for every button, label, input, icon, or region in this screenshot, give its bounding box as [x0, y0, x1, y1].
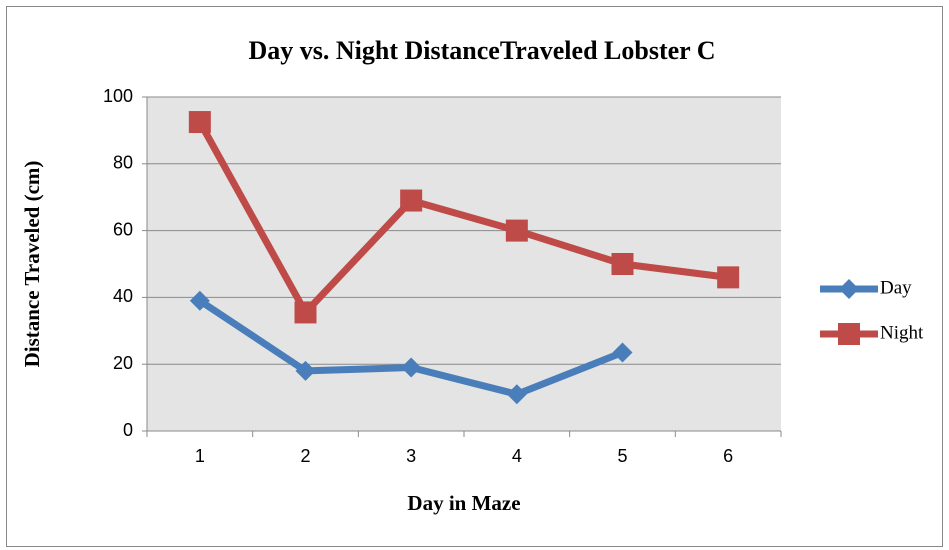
x-tick-label: 1	[195, 446, 205, 466]
x-tick-label: 5	[617, 446, 627, 466]
y-tick-label: 40	[113, 286, 133, 306]
x-tick-label: 4	[512, 446, 522, 466]
x-tick-label: 2	[300, 446, 310, 466]
x-tick-label: 6	[723, 446, 733, 466]
data-point	[401, 357, 422, 378]
data-point	[294, 301, 317, 324]
data-point	[611, 253, 634, 275]
data-point	[505, 219, 528, 242]
legend-label: Day	[880, 277, 912, 298]
data-point	[612, 342, 633, 363]
data-point	[717, 266, 740, 289]
legend-marker	[838, 323, 860, 345]
y-axis-title: Distance Traveled (cm)	[20, 161, 44, 368]
x-tick-label: 3	[406, 446, 416, 466]
legend-marker	[839, 279, 859, 299]
y-tick-label: 0	[123, 420, 133, 440]
y-tick-label: 100	[103, 86, 133, 106]
y-tick-label: 60	[113, 219, 133, 239]
y-tick-label: 20	[113, 353, 133, 373]
data-point	[400, 189, 423, 212]
chart-title: Day vs. Night DistanceTraveled Lobster C	[248, 36, 715, 65]
data-point	[189, 290, 210, 311]
data-point	[506, 384, 527, 405]
series-line	[196, 120, 729, 316]
y-tick-label: 80	[113, 153, 133, 173]
data-point	[188, 111, 211, 134]
legend-label: Night	[880, 322, 924, 343]
data-point	[295, 360, 316, 381]
plot-area	[147, 97, 781, 431]
x-axis-title: Day in Maze	[407, 491, 520, 515]
